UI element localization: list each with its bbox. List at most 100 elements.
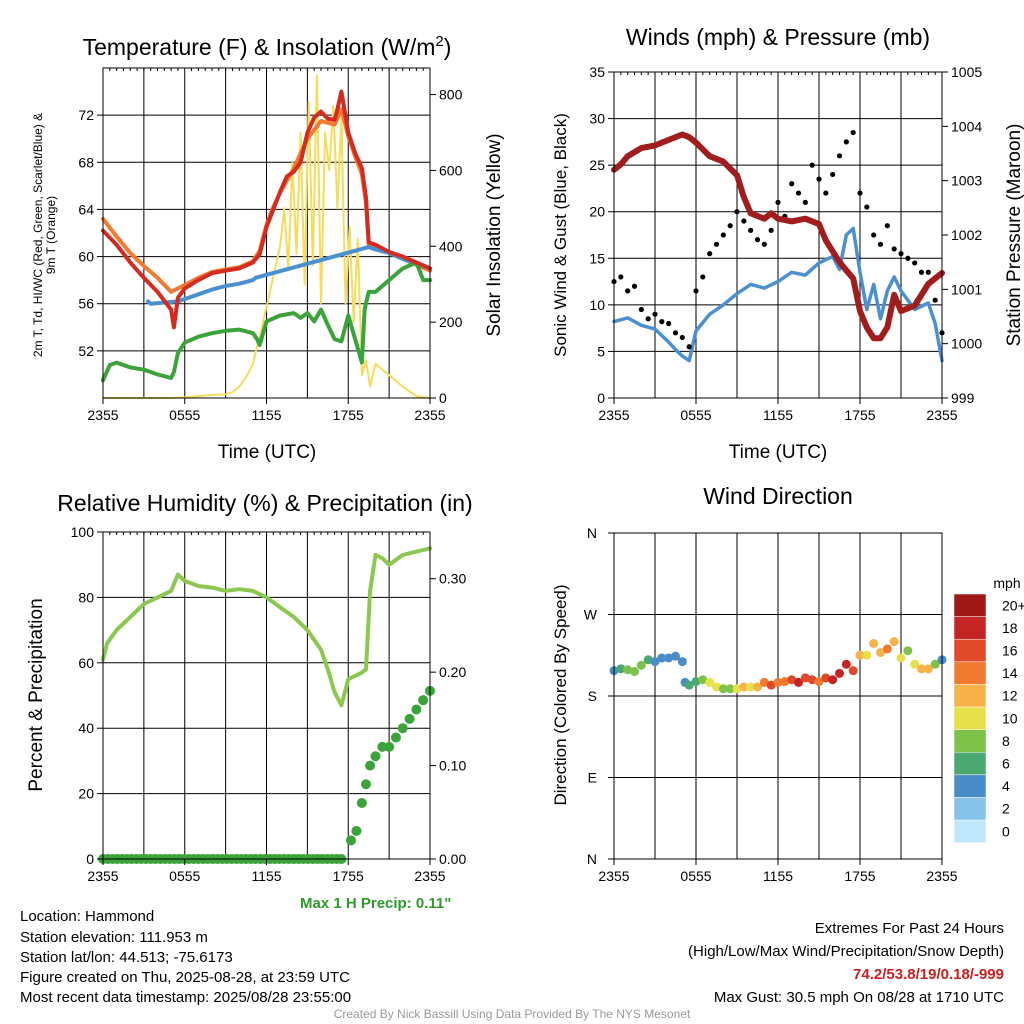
direction-dot <box>814 677 824 687</box>
direction-panel: Wind Direction 2355 0555 1155 1755 2355NESWN… <box>551 483 1024 884</box>
legend-label: 12 <box>1002 688 1018 704</box>
precip-dot <box>365 760 376 771</box>
y-tick-label-left: 25 <box>589 157 605 173</box>
x-tick-label: 1155 <box>251 868 281 884</box>
y-tick-label-left: N <box>587 525 597 541</box>
gust-dot <box>672 330 679 336</box>
winds-xlabel: Time (UTC) <box>729 442 828 463</box>
gust-dot <box>871 232 877 238</box>
legend-label: 4 <box>1002 778 1010 794</box>
x-tick-label: 2355 <box>414 868 445 884</box>
precip-dot <box>390 732 401 743</box>
gust-dot <box>686 344 692 350</box>
direction-dot <box>917 664 926 674</box>
x-tick-label: 2355 <box>87 407 118 423</box>
gust-dot <box>679 334 685 341</box>
speed-legend: 0 2 4 6 8 10 12 14 16 18 20+ <box>953 593 1024 843</box>
legend-swatch <box>953 684 987 708</box>
legend-swatch <box>953 797 987 821</box>
credit-line: Created By Nick Bassill Using Data Provi… <box>333 1007 691 1021</box>
direction-dot <box>835 668 844 678</box>
gust-dot <box>857 190 863 196</box>
station-latlon: Station lat/lon: 44.513; -75.6173 <box>20 949 233 966</box>
x-tick-label: 0555 <box>169 868 200 884</box>
direction-dot <box>725 684 735 694</box>
extremes-values: 74.2/53.8/19/0.18/-999 <box>853 966 1004 983</box>
direction-dot <box>636 660 646 670</box>
y-tick-label-left: 60 <box>78 249 94 265</box>
direction-dot <box>698 675 708 685</box>
y-tick-label-right: 1000 <box>951 336 982 352</box>
y-tick-label-right: 1005 <box>951 64 982 80</box>
gust-dot <box>638 306 644 313</box>
y-tick-label-right: 999 <box>951 390 975 406</box>
humidity-ylabel-left: Percent & Precipitation <box>26 598 47 791</box>
winds-title: Winds (mph) & Pressure (mb) <box>626 24 930 50</box>
y-tick-label-left: 100 <box>71 524 95 540</box>
y-tick-label-left: 35 <box>589 64 605 80</box>
two-m-temp-line <box>101 89 432 330</box>
precip-dot <box>404 713 415 724</box>
gust-dot <box>768 227 774 233</box>
y-tick-label-right: 0.20 <box>439 664 466 680</box>
x-tick-label: 0555 <box>680 868 711 884</box>
direction-dot <box>869 638 879 648</box>
direction-dot <box>691 677 701 687</box>
winds-plot-area: 2355 0555 1155 1755 235505101520253035999100… <box>589 64 982 423</box>
gust-dot <box>918 269 925 275</box>
legend-swatch <box>953 706 987 730</box>
direction-dot <box>882 644 892 654</box>
direction-dot <box>848 666 858 676</box>
y-tick-label-left: 68 <box>78 154 94 170</box>
gust-dot <box>741 218 747 224</box>
gust-dot <box>877 241 884 247</box>
gust-dot <box>802 199 808 205</box>
relative-humidity-line <box>101 546 432 708</box>
gust-dot <box>713 241 720 247</box>
gust-dot <box>775 199 781 205</box>
y-tick-label-left: 0 <box>86 851 94 867</box>
winds-ylabel-right: Station Pressure (Maroon) <box>1004 124 1024 347</box>
x-tick-label: 1155 <box>763 407 793 423</box>
direction-dot <box>780 677 790 687</box>
y-tick-label-right: 1004 <box>951 118 982 134</box>
x-tick-label: 2355 <box>87 868 118 884</box>
y-tick-label-right: 1002 <box>951 227 982 243</box>
legend-label: 6 <box>1002 756 1010 772</box>
legend-swatch <box>953 729 987 753</box>
direction-dot <box>855 650 865 660</box>
y-tick-label-left: 64 <box>78 201 94 217</box>
humidity-panel: Relative Humidity (%) & Precipitation (i… <box>26 490 473 884</box>
y-tick-label-right: 0.10 <box>439 758 466 774</box>
gust-dot <box>734 209 740 215</box>
gust-dot <box>932 297 938 303</box>
humidity-title: Relative Humidity (%) & Precipitation (i… <box>57 490 472 516</box>
direction-dot <box>903 646 913 656</box>
direction-dot <box>753 682 762 692</box>
gust-dot <box>850 129 856 136</box>
gust-dot <box>836 153 843 159</box>
legend-label: 20+ <box>1002 597 1024 613</box>
station-location: Location: Hammond <box>20 908 155 925</box>
precip-dot <box>397 723 408 734</box>
y-tick-label-left: 5 <box>597 343 605 359</box>
legend-unit: mph <box>993 575 1020 591</box>
x-tick-label: 0555 <box>680 407 711 423</box>
y-tick-label-left: 60 <box>78 655 94 671</box>
legend-label: 8 <box>1002 733 1010 749</box>
gust-dot <box>809 162 815 168</box>
max-precip-label: Max 1 H Precip: 0.11" <box>300 895 452 912</box>
legend-label: 0 <box>1002 823 1010 839</box>
direction-dot <box>787 675 797 685</box>
direction-dot <box>630 667 639 677</box>
x-tick-label: 1755 <box>844 868 875 884</box>
gust-dot <box>830 171 836 178</box>
y-tick-label-left: 20 <box>78 786 94 802</box>
direction-dot <box>759 677 769 687</box>
gust-dot <box>754 237 761 243</box>
gust-dot <box>864 204 870 210</box>
gust-dot <box>659 319 665 325</box>
x-tick-label: 1155 <box>251 407 281 423</box>
x-tick-label: 1755 <box>844 407 875 423</box>
